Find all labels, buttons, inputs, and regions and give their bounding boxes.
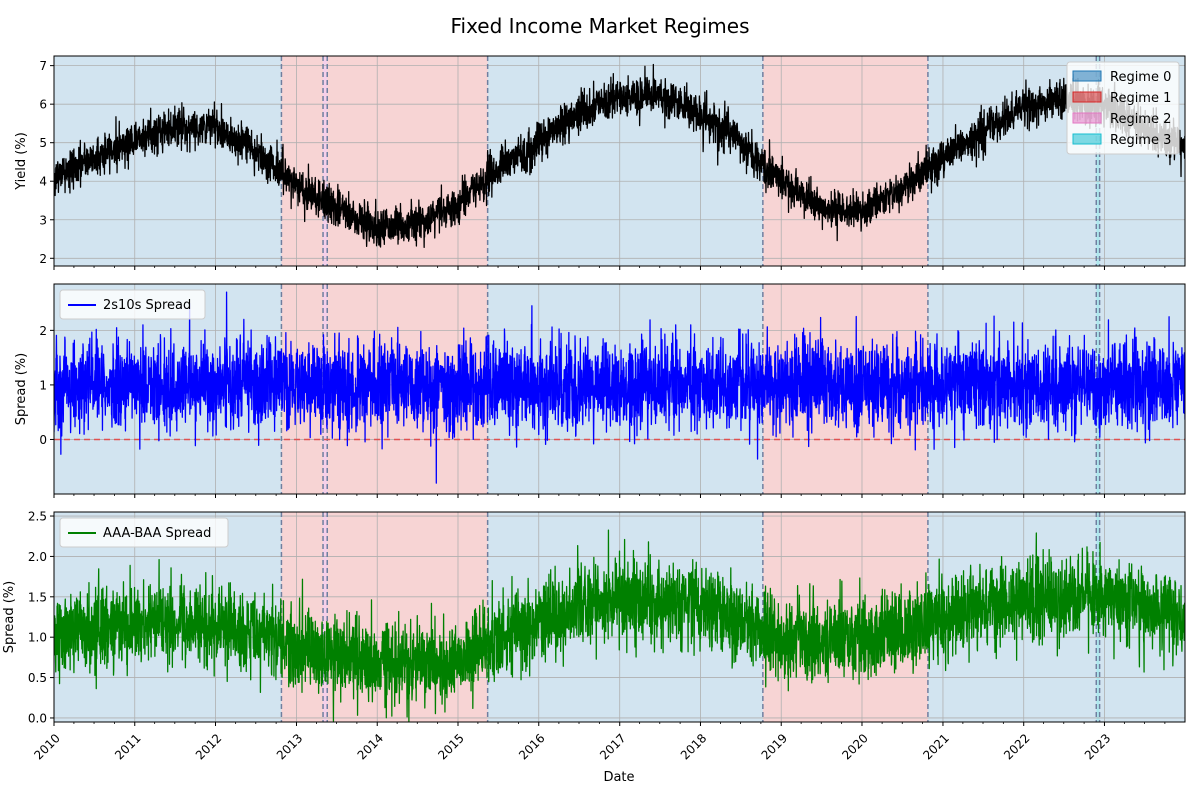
curve-spread-plot-area bbox=[54, 284, 1185, 494]
legend-swatch-regime-3 bbox=[1072, 133, 1102, 145]
credit-spread-axis-label: Spread (%) bbox=[2, 581, 17, 653]
yield-y-tick-label-0: 2 bbox=[39, 252, 47, 266]
regime-1-band-5 bbox=[762, 56, 928, 266]
curve-spread-y-tick-label-1: 1 bbox=[39, 378, 47, 392]
regime-1-band-1 bbox=[281, 56, 324, 266]
credit-spread-y-tick-label-2: 1.0 bbox=[28, 631, 47, 645]
curve-spread-legend-label-0: 2s10s Spread bbox=[103, 298, 191, 313]
yield-legend-label-2: Regime 2 bbox=[1110, 112, 1171, 127]
curve-spread-y-tick-label-0: 0 bbox=[39, 433, 47, 447]
yield-legend-label-1: Regime 1 bbox=[1110, 91, 1171, 106]
credit-spread-legend-label-0: AAA-BAA Spread bbox=[103, 526, 211, 541]
credit-spread-y-tick-label-3: 1.5 bbox=[28, 590, 47, 604]
curve-spread-axis-label: Spread (%) bbox=[14, 353, 29, 425]
yield-axis-label: Yield (%) bbox=[14, 132, 29, 191]
yield-legend-label-3: Regime 3 bbox=[1110, 133, 1171, 148]
yield-y-tick-label-1: 3 bbox=[39, 213, 47, 227]
curve-spread-legend: 2s10s Spread bbox=[59, 289, 206, 320]
curve-spread-panel: 0 1 2 2s10s Spread bbox=[39, 283, 1186, 498]
regime-2-band-2 bbox=[323, 512, 328, 722]
curve-spread-y-tick-label-2: 2 bbox=[39, 324, 47, 338]
legend-swatch-regime-1 bbox=[1072, 91, 1102, 103]
yield-y-tick-label-2: 4 bbox=[39, 175, 47, 189]
credit-spread-legend-box bbox=[59, 517, 229, 548]
yield-legend-box bbox=[1066, 61, 1180, 155]
yield-legend-label-0: Regime 0 bbox=[1110, 70, 1171, 85]
yield-legend: Regime 0 Regime 1 Regime 2 Regime 3 bbox=[1066, 61, 1180, 155]
yield-series-line-0 bbox=[54, 63, 1185, 249]
credit-spread-y-tick-label-0: 0.0 bbox=[28, 711, 47, 725]
yield-y-tick-label-4: 6 bbox=[39, 98, 47, 112]
figure-title: Fixed Income Market Regimes bbox=[450, 14, 749, 38]
credit-spread-y-tick-label-1: 0.5 bbox=[28, 671, 47, 685]
credit-spread-series-line-0 bbox=[54, 529, 1185, 722]
yield-y-tick-label-5: 7 bbox=[39, 59, 47, 73]
regime-2-band-2 bbox=[323, 56, 328, 266]
curve-spread-legend-box bbox=[59, 289, 206, 320]
legend-swatch-regime-2 bbox=[1072, 112, 1102, 124]
credit-spread-y-tick-label-4: 2.0 bbox=[28, 550, 47, 564]
yield-plot-area bbox=[54, 56, 1185, 266]
yield-y-tick-label-3: 5 bbox=[39, 136, 47, 150]
credit-spread-legend: AAA-BAA Spread bbox=[59, 517, 229, 548]
legend-swatch-regime-0 bbox=[1072, 70, 1102, 82]
regime-3-band-7 bbox=[1096, 56, 1100, 266]
curve-spread-series-line-0 bbox=[54, 291, 1185, 484]
credit-spread-y-tick-label-5: 2.5 bbox=[28, 510, 47, 524]
x-axis-label: Date bbox=[603, 770, 634, 785]
yield-panel: 2 3 4 5 6 7 Regime 0 Regime 1 Regime 2 Regime 3 bbox=[39, 55, 1186, 270]
